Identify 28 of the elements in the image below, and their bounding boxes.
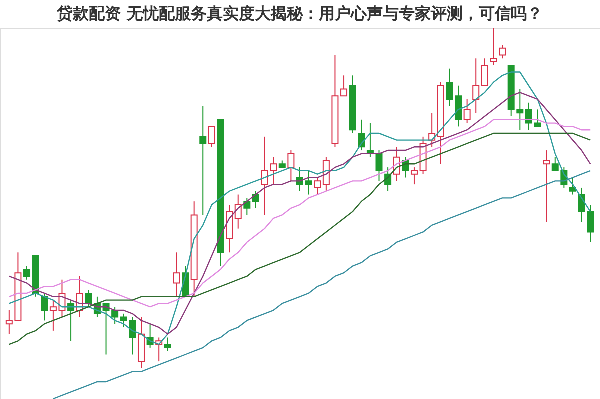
candlestick: [534, 109, 542, 128]
candlestick: [244, 198, 251, 216]
candlestick: [322, 156, 330, 192]
candlestick: [472, 58, 480, 114]
candlestick: [543, 150, 550, 223]
candlestick: [490, 28, 498, 66]
candlestick: [314, 177, 322, 196]
candlestick: [68, 300, 75, 342]
candlestick: [410, 167, 418, 186]
candlestick: [455, 85, 462, 128]
chart-title: 贷款配资 无忧配服务真实度大揭秘：用户心声与专家评测，可信吗？: [56, 4, 543, 23]
candlestick: [288, 150, 295, 182]
candlestick: [173, 252, 180, 298]
candlestick: [569, 177, 576, 196]
candlestick: [305, 170, 312, 196]
candlestick: [200, 106, 207, 216]
candlestick: [340, 75, 348, 97]
candlestick: [481, 58, 488, 86]
candlestick: [499, 44, 506, 60]
candlestick: [525, 102, 532, 131]
candlestick: [464, 98, 471, 124]
candlestick: [41, 292, 48, 322]
candlestick: [85, 290, 92, 308]
candlestick: [208, 126, 216, 148]
candlestick: [446, 68, 454, 107]
candlestick: [24, 266, 31, 280]
candlestick: [376, 150, 383, 182]
candlestick: [164, 337, 172, 352]
